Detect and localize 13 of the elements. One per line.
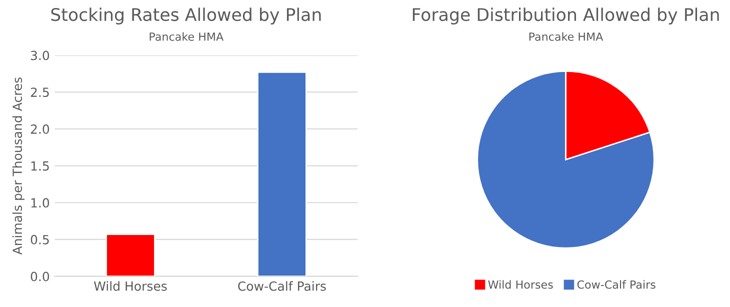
- chart-subtitle: Pancake HMA: [150, 32, 224, 41]
- y-axis-title: Animals per Thousand Acres: [12, 77, 24, 255]
- y-tick-label: 0.0: [30, 272, 50, 282]
- pie-slice: [476, 70, 655, 249]
- chart-subtitle: Pancake HMA: [529, 32, 604, 41]
- y-tick-label: 2.5: [30, 88, 49, 98]
- y-tick-label: 3.0: [30, 50, 50, 60]
- chart-title: Stocking Rates Allowed by Plan: [51, 8, 321, 24]
- y-tick-label: 1.0: [31, 198, 50, 208]
- y-tick-label: 2.0: [30, 124, 50, 134]
- y-tick-label: 0.5: [30, 234, 49, 244]
- chart-title: Forage Distribution Allowed by Plan: [412, 8, 719, 24]
- y-tick-label: 1.5: [31, 161, 49, 171]
